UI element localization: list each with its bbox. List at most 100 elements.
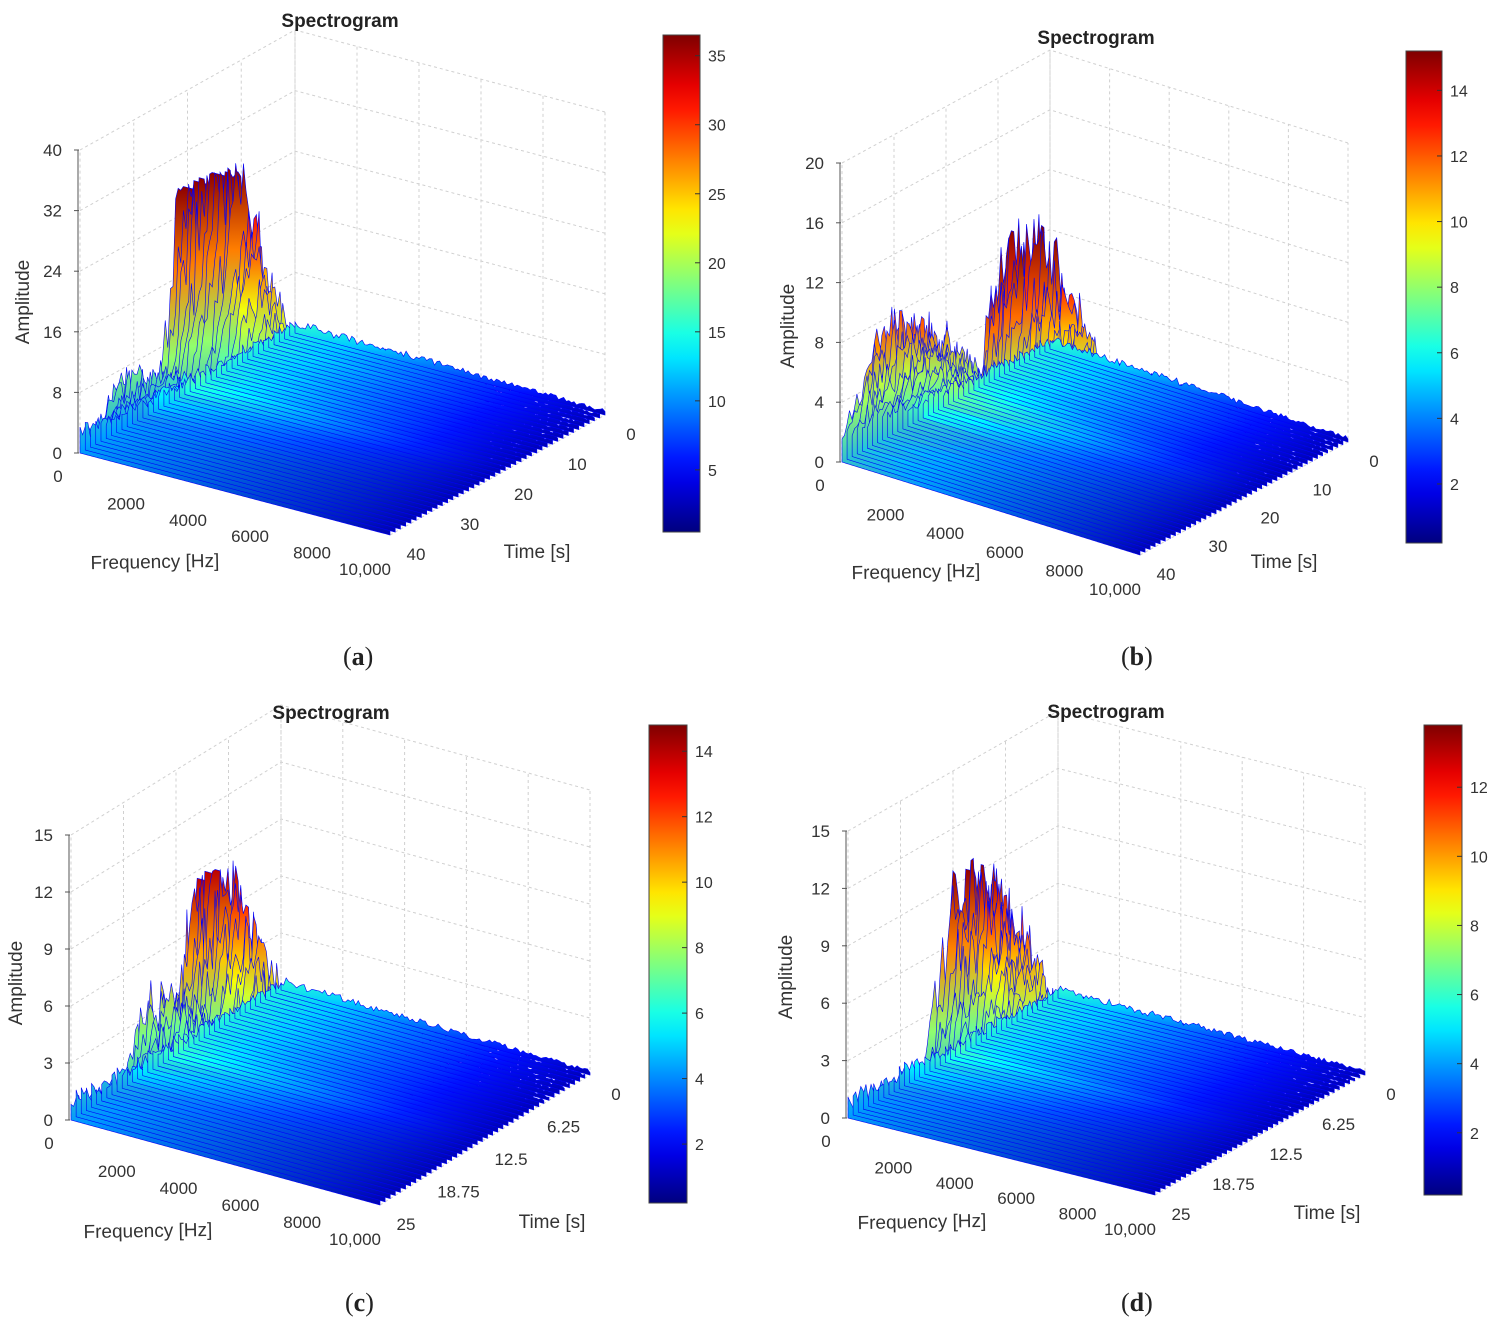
tick-labels: 0 3 6 9 12 15 0 2000 4000 6000 8000 10,000 0 6.25 12.5… xyxy=(811,822,1396,1239)
y-tick-label: 25 xyxy=(1172,1205,1191,1224)
colorbar-tick-label: 10 xyxy=(708,394,726,411)
z-tick-label: 15 xyxy=(811,822,830,841)
y-axis-label: Time [s] xyxy=(1251,552,1318,573)
colorbar-tick-label: 10 xyxy=(1470,849,1488,866)
y-axis-label: Time [s] xyxy=(1294,1203,1361,1224)
y-tick-label: 18.75 xyxy=(1212,1175,1255,1194)
y-tick-label: 6.25 xyxy=(1322,1115,1355,1134)
z-tick-label: 12 xyxy=(34,883,53,902)
x-tick-label: 0 xyxy=(44,1134,53,1153)
z-gridline xyxy=(847,710,1366,832)
x-tick-label: 8000 xyxy=(293,544,331,563)
z-gridline xyxy=(79,211,606,333)
y-axis-label: Time [s] xyxy=(504,542,571,563)
colorbar-tick-label: 10 xyxy=(695,875,713,892)
z-tick-label: 0 xyxy=(815,453,824,472)
y-tick-label: 20 xyxy=(514,485,533,504)
caption-letter: a xyxy=(351,642,365,671)
chart-title: Spectrogram xyxy=(272,703,389,724)
y-tick-label: 10 xyxy=(1313,480,1332,499)
x-tick-label: 10,000 xyxy=(329,1230,381,1249)
x-axis-label: Frequency [Hz] xyxy=(83,1220,212,1243)
z-tick-label: 0 xyxy=(821,1109,830,1128)
z-tick-label: 3 xyxy=(821,1052,830,1071)
x-tick-label: 6000 xyxy=(997,1189,1035,1208)
colorbar-tick-label: 10 xyxy=(1450,215,1468,232)
z-tick-label: 16 xyxy=(43,323,62,342)
colorbar-tick-label: 20 xyxy=(708,256,726,273)
y-tick-label: 0 xyxy=(1386,1085,1395,1104)
x-tick-label: 10,000 xyxy=(1089,580,1141,599)
z-tick-label: 9 xyxy=(44,940,53,959)
y-tick-label: 20 xyxy=(1261,509,1280,528)
surface xyxy=(70,860,591,1206)
z-gridline xyxy=(79,150,606,272)
z-tick-label: 24 xyxy=(43,262,62,281)
z-tick-label: 6 xyxy=(821,994,830,1013)
surface xyxy=(79,163,606,536)
z-tick-label: 12 xyxy=(811,879,830,898)
x-tick-label: 6000 xyxy=(231,527,269,546)
z-tick-label: 4 xyxy=(815,393,824,412)
z-gridline xyxy=(847,767,1366,889)
x-axis-label: Frequency [Hz] xyxy=(851,561,980,584)
spectrogram-c: Spectrogram Amplitude Frequency [Hz] Tim… xyxy=(6,703,713,1249)
panel-c: Spectrogram Amplitude Frequency [Hz] Tim… xyxy=(0,685,750,1285)
y-tick-label: 0 xyxy=(626,425,635,444)
caption-letter: b xyxy=(1129,642,1145,671)
z-gridline xyxy=(841,169,1349,284)
colorbar-tick-label: 15 xyxy=(708,325,726,342)
z-tick-label: 8 xyxy=(815,333,824,352)
colorbar-tick-label: 8 xyxy=(1450,280,1459,297)
z-gridline xyxy=(70,761,591,893)
z-axis-label: Amplitude xyxy=(778,284,799,369)
colorbar: 2 4 6 8 10 12 14 xyxy=(648,724,713,1204)
y-tick-label: 12.5 xyxy=(494,1150,527,1169)
z-tick-label: 15 xyxy=(34,826,53,845)
y-tick-label: 12.5 xyxy=(1269,1145,1302,1164)
y-tick-label: 40 xyxy=(1157,565,1176,584)
panel-a: Spectrogram Amplitude Frequency [Hz] Tim… xyxy=(0,0,750,610)
z-axis-label: Amplitude xyxy=(13,260,34,345)
colorbar-tick-label: 14 xyxy=(1450,83,1468,100)
x-tick-label: 2000 xyxy=(107,494,145,513)
colorbar: 2 4 6 8 10 12 14 xyxy=(1405,50,1468,544)
x-tick-label: 10,000 xyxy=(1104,1220,1156,1239)
z-tick-label: 32 xyxy=(43,202,62,221)
z-tick-label: 16 xyxy=(805,214,824,233)
panel-b: Spectrogram Amplitude Frequency [Hz] Tim… xyxy=(760,10,1500,610)
z-gridline xyxy=(841,109,1349,224)
colorbar-tick-label: 4 xyxy=(1450,411,1459,428)
z-gridline xyxy=(79,29,606,151)
chart-title: Spectrogram xyxy=(1047,702,1164,723)
x-tick-label: 2000 xyxy=(867,506,905,525)
z-tick-label: 12 xyxy=(805,274,824,293)
spectrogram-d: Spectrogram Amplitude Frequency [Hz] Tim… xyxy=(776,702,1488,1239)
z-tick-label: 0 xyxy=(44,1111,53,1130)
x-tick-label: 10,000 xyxy=(339,560,391,579)
panel-d: Spectrogram Amplitude Frequency [Hz] Tim… xyxy=(760,685,1500,1285)
x-tick-label: 8000 xyxy=(1045,561,1083,580)
z-gridline xyxy=(847,882,1366,1004)
caption-letter: c xyxy=(353,1288,366,1317)
z-gridline xyxy=(70,704,591,836)
tick-labels: 0 3 6 9 12 15 0 2000 4000 6000 8000 10,000 0 6.25 12.5… xyxy=(34,826,621,1249)
z-axis-label: Amplitude xyxy=(776,935,797,1020)
colorbar-gradient xyxy=(1423,724,1463,1196)
caption-b: (b) xyxy=(1121,642,1153,671)
colorbar-gradient xyxy=(1405,50,1443,544)
colorbar-gradient xyxy=(662,34,701,533)
surface-strip xyxy=(1049,337,1349,443)
caption-a: (a) xyxy=(343,642,374,671)
surface-strip xyxy=(280,977,591,1076)
y-tick-label: 10 xyxy=(568,455,587,474)
y-axis-label: Time [s] xyxy=(519,1212,586,1233)
colorbar-tick-label: 6 xyxy=(1450,346,1459,363)
colorbar-tick-label: 4 xyxy=(695,1072,704,1089)
surface xyxy=(841,214,1349,556)
z-gridline xyxy=(847,825,1366,947)
x-axis-label: Frequency [Hz] xyxy=(90,551,219,574)
z-gridline xyxy=(79,90,606,212)
chart-title: Spectrogram xyxy=(281,11,398,32)
caption-d: (d) xyxy=(1121,1288,1153,1317)
